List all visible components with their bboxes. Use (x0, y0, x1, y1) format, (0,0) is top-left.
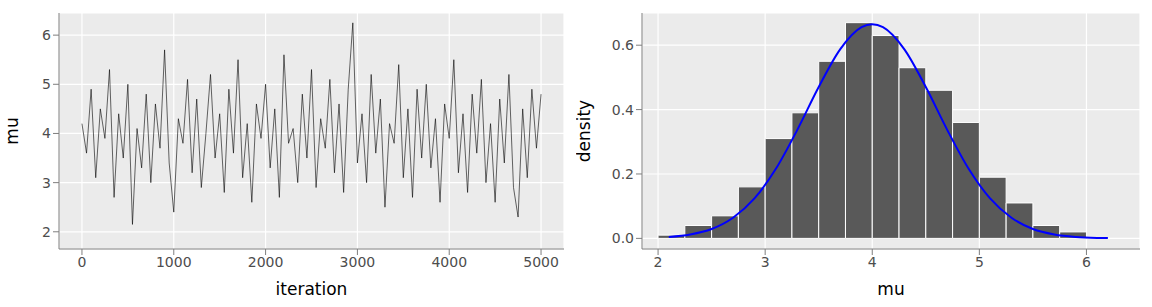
svg-text:4: 4 (42, 125, 51, 141)
svg-text:density: density (576, 100, 594, 162)
svg-text:0.4: 0.4 (612, 102, 634, 118)
svg-text:iteration: iteration (276, 279, 348, 299)
svg-text:3000: 3000 (340, 254, 376, 270)
svg-text:mu: mu (877, 279, 904, 299)
svg-text:5: 5 (975, 254, 984, 270)
svg-text:6: 6 (1082, 254, 1091, 270)
svg-text:2: 2 (654, 254, 663, 270)
svg-text:mu: mu (8, 117, 22, 144)
svg-text:2: 2 (42, 224, 51, 240)
svg-text:3: 3 (761, 254, 770, 270)
svg-text:6: 6 (42, 27, 51, 43)
svg-text:0.0: 0.0 (612, 230, 634, 246)
svg-text:0.2: 0.2 (612, 166, 634, 182)
svg-text:5: 5 (42, 76, 51, 92)
svg-text:3: 3 (42, 175, 51, 191)
svg-text:5000: 5000 (523, 254, 559, 270)
svg-text:0: 0 (77, 254, 86, 270)
svg-text:0.6: 0.6 (612, 37, 634, 53)
svg-text:4000: 4000 (431, 254, 467, 270)
svg-text:4: 4 (868, 254, 877, 270)
svg-text:2000: 2000 (248, 254, 284, 270)
svg-text:1000: 1000 (156, 254, 192, 270)
